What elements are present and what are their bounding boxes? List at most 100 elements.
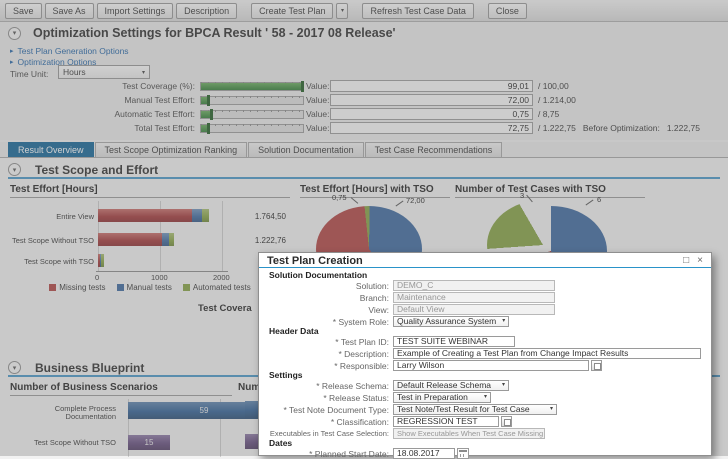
category-label: Complete Process Documentation: [54, 404, 116, 421]
field-label: * System Role:: [332, 316, 389, 327]
save-as-button[interactable]: Save As: [44, 2, 94, 19]
x-tick-label: 0: [95, 273, 100, 282]
pie-slice-label-automated: 3: [520, 191, 525, 200]
responsible-field[interactable]: Larry Wilson: [393, 360, 589, 371]
chart-legend: Missing tests Manual tests Automated tes…: [10, 283, 290, 292]
field-label: Executables in Test Case Selection:: [269, 429, 389, 438]
save-button[interactable]: Save: [5, 2, 42, 19]
section-header-test-scope: ▾ Test Scope and Effort: [8, 162, 720, 179]
manual-test-effort-value-field[interactable]: 72,00: [330, 94, 533, 106]
slider-max-value: / 1.214,00: [538, 95, 576, 105]
test-plan-generation-options-link[interactable]: ▸ Test Plan Generation Options: [10, 46, 129, 56]
expand-arrow-icon: ▸: [10, 59, 14, 66]
system-role-select[interactable]: Quality Assurance System ▾: [393, 316, 509, 327]
bar-complete-process-documentation: 59: [128, 402, 280, 419]
field-label: View:: [368, 304, 389, 315]
field-label: * Test Plan ID:: [335, 336, 389, 347]
total-test-effort-value-field[interactable]: 72,75: [330, 122, 533, 134]
planned-start-date-field[interactable]: 18.08.2017: [393, 448, 455, 459]
branch-field: Maintenance: [393, 292, 555, 303]
time-unit-label: Time Unit:: [10, 69, 49, 79]
slider-handle[interactable]: [207, 95, 211, 106]
tab-result-overview[interactable]: Result Overview: [8, 142, 94, 157]
value-label: Value:: [306, 81, 330, 91]
slider-handle[interactable]: [210, 109, 214, 120]
classification-field[interactable]: REGRESSION TEST: [393, 416, 499, 427]
test-note-document-type-select[interactable]: Test Note/Test Result for Test Case ▾: [393, 404, 557, 415]
legend-label: Missing tests: [59, 283, 106, 292]
value-label: Value:: [306, 123, 330, 133]
test-plan-id-field[interactable]: TEST SUITE WEBINAR: [393, 336, 515, 347]
total-test-effort-slider[interactable]: [200, 123, 304, 134]
x-tick-label: 1000: [151, 273, 168, 282]
refresh-test-case-data-button[interactable]: Refresh Test Case Data: [362, 2, 474, 19]
collapse-section-icon[interactable]: ▾: [8, 26, 21, 40]
test-coverage-slider[interactable]: [200, 81, 304, 92]
category-label: Test Scope with TSO: [24, 257, 94, 266]
legend-label: Manual tests: [126, 283, 172, 292]
view-field: Default View: [393, 304, 555, 315]
slider-label: Manual Test Effort:: [124, 95, 195, 105]
pie-slice-label-manual: 72,00: [406, 196, 425, 205]
dialog-body: Solution Documentation Solution: DEMO_C …: [259, 268, 711, 459]
category-label: Entire View: [56, 212, 94, 221]
automatic-test-effort-slider[interactable]: [200, 109, 304, 120]
description-field[interactable]: Example of Creating a Test Plan from Cha…: [393, 348, 701, 359]
create-test-plan-button[interactable]: Create Test Plan: [251, 2, 334, 19]
slider-max-value: / 8,75: [538, 109, 560, 119]
field-label: * Responsible:: [334, 360, 389, 371]
field-label: * Planned Start Date:: [309, 448, 389, 459]
chart-title: Number of Business Scenarios: [10, 382, 232, 396]
bar-test-scope-without-tso: 15: [128, 435, 170, 450]
executables-selection-field: Show Executables When Test Case Missing: [393, 428, 545, 439]
legend-swatch-manual-tests: [116, 284, 124, 291]
before-optimization-label: Before Optimization:: [582, 123, 660, 133]
time-unit-select[interactable]: Hours ▾: [58, 65, 150, 79]
release-schema-select[interactable]: Default Release Schema ▾: [393, 380, 509, 391]
slider-label: Total Test Effort:: [134, 123, 195, 133]
automatic-test-effort-value-field[interactable]: 0,75: [330, 108, 533, 120]
chevron-down-icon: ▾: [340, 8, 344, 14]
tab-solution-documentation[interactable]: Solution Documentation: [248, 142, 364, 157]
page-header: ▾ Optimization Settings for BPCA Result …: [0, 22, 728, 44]
legend-swatch-missing-tests: [49, 284, 57, 291]
field-label: Branch:: [359, 292, 389, 303]
dialog-section-label: Settings: [269, 370, 303, 380]
select-value: Test in Preparation: [397, 392, 468, 402]
chart-title: Test Effort [Hours] with TSO: [300, 184, 450, 198]
collapse-section-icon[interactable]: ▾: [8, 163, 21, 176]
time-unit-value: Hours: [63, 67, 86, 77]
dialog-title: Test Plan Creation: [267, 254, 363, 267]
dialog-titlebar: Test Plan Creation □ ×: [259, 253, 711, 268]
optimization-options-link[interactable]: ▸ Optimization Options: [10, 57, 96, 67]
bar-chart-plot: Complete Process Documentation Test Scop…: [10, 399, 280, 459]
close-button[interactable]: Close: [487, 2, 527, 19]
collapse-section-icon[interactable]: ▾: [8, 361, 21, 374]
chart-number-of-business-scenarios: Number of Business Scenarios Complete Pr…: [10, 382, 280, 459]
slider-max-value: / 1.222,75: [538, 123, 576, 133]
close-icon[interactable]: ×: [697, 254, 703, 266]
import-settings-button[interactable]: Import Settings: [96, 2, 174, 19]
value-help-icon[interactable]: [501, 416, 512, 427]
slider-handle[interactable]: [207, 123, 211, 134]
gridline: [220, 399, 221, 457]
pie-slice-label-automated: 0,75: [332, 193, 347, 202]
manual-test-effort-slider[interactable]: [200, 95, 304, 106]
release-status-select[interactable]: Test in Preparation ▾: [393, 392, 491, 403]
chart-title: Number of Test Cases with TSO: [455, 184, 645, 198]
test-coverage-value-field[interactable]: 99,01: [330, 80, 533, 92]
value-help-icon[interactable]: [591, 360, 602, 371]
bar-entire-view: [98, 209, 209, 222]
tab-test-case-recommendations[interactable]: Test Case Recommendations: [364, 142, 503, 157]
create-test-plan-menu-button[interactable]: ▾: [336, 2, 349, 19]
field-label: * Release Schema:: [316, 380, 389, 391]
bar-value-label: 1.764,50: [254, 212, 286, 221]
select-value: Test Note/Test Result for Test Case: [397, 404, 530, 414]
maximize-icon[interactable]: □: [683, 254, 690, 266]
calendar-icon[interactable]: [457, 448, 469, 459]
slider-handle[interactable]: [300, 81, 304, 92]
field-label: * Test Note Document Type:: [283, 404, 389, 415]
description-button[interactable]: Description: [176, 2, 238, 19]
tab-test-scope-optimization-ranking[interactable]: Test Scope Optimization Ranking: [94, 142, 248, 157]
